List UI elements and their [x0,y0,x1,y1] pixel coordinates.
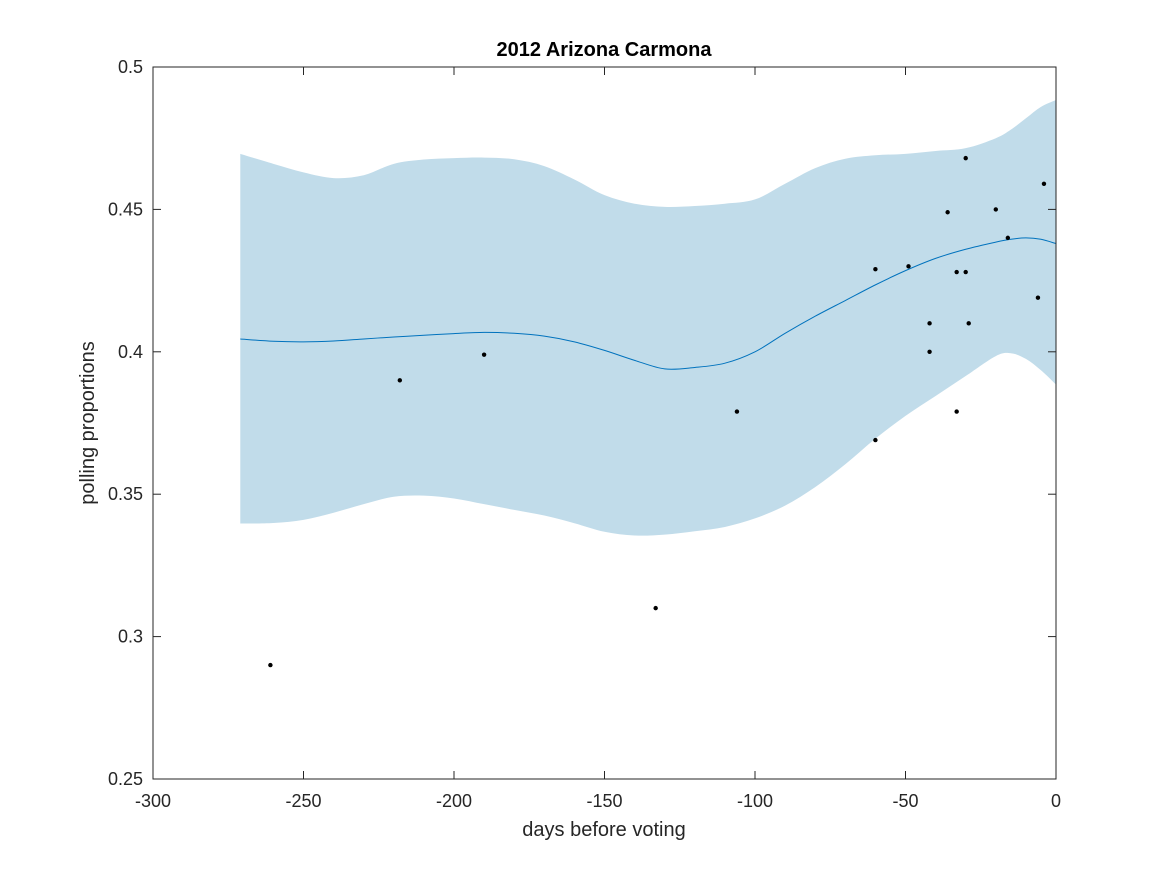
poll-point [927,321,932,326]
y-tick-label: 0.45 [108,199,143,219]
x-tick-label: -150 [586,791,622,811]
x-tick-label: 0 [1051,791,1061,811]
poll-points-layer [268,155,1047,668]
trend-line-layer [240,237,1057,370]
x-tick-label: -50 [892,791,918,811]
poll-point [873,437,878,443]
poll-point [963,269,968,275]
x-tick-label: -300 [135,791,171,811]
poll-point [873,267,878,272]
x-ticks: -300 -250 -200 -150 -100 -50 0 [135,67,1061,811]
y-axis-label: polling proportions [77,341,99,504]
y-tick-label: 0.3 [118,627,143,647]
x-tick-label: -250 [285,791,321,811]
y-tick-label: 0.4 [118,342,143,362]
trend-line [240,237,1057,370]
poll-point [734,409,740,414]
y-ticks: 0.25 0.3 0.35 0.4 0.45 0.5 [108,57,1056,789]
poll-point [963,155,968,161]
plot-area: -300 -250 -200 -150 -100 -50 0 0.250.30.350.40… [108,57,1061,811]
poll-point [954,269,959,275]
poll-point [954,409,959,414]
poll-point [397,378,403,383]
x-tick-label: -200 [436,791,472,811]
poll-point [993,207,998,212]
confidence-band [240,100,1057,536]
poll-point [481,352,487,357]
confidence-band-layer [240,100,1057,536]
y-tick-label: 0.25 [108,769,143,789]
poll-point [966,321,971,326]
x-tick-label: -100 [737,791,773,811]
y-tick-label: 0.35 [108,484,143,504]
poll-point [945,210,950,215]
poll-point [268,662,273,668]
y-tick-label: 0.5 [118,57,143,77]
poll-point [1005,235,1011,241]
x-axis-label: days before voting [522,819,685,841]
poll-point [653,605,658,611]
poll-point [927,349,932,354]
poll-point [1035,295,1041,300]
chart-title: 2012 Arizona Carmona [497,39,713,61]
poll-point [1041,181,1047,186]
poll-point [906,264,911,269]
